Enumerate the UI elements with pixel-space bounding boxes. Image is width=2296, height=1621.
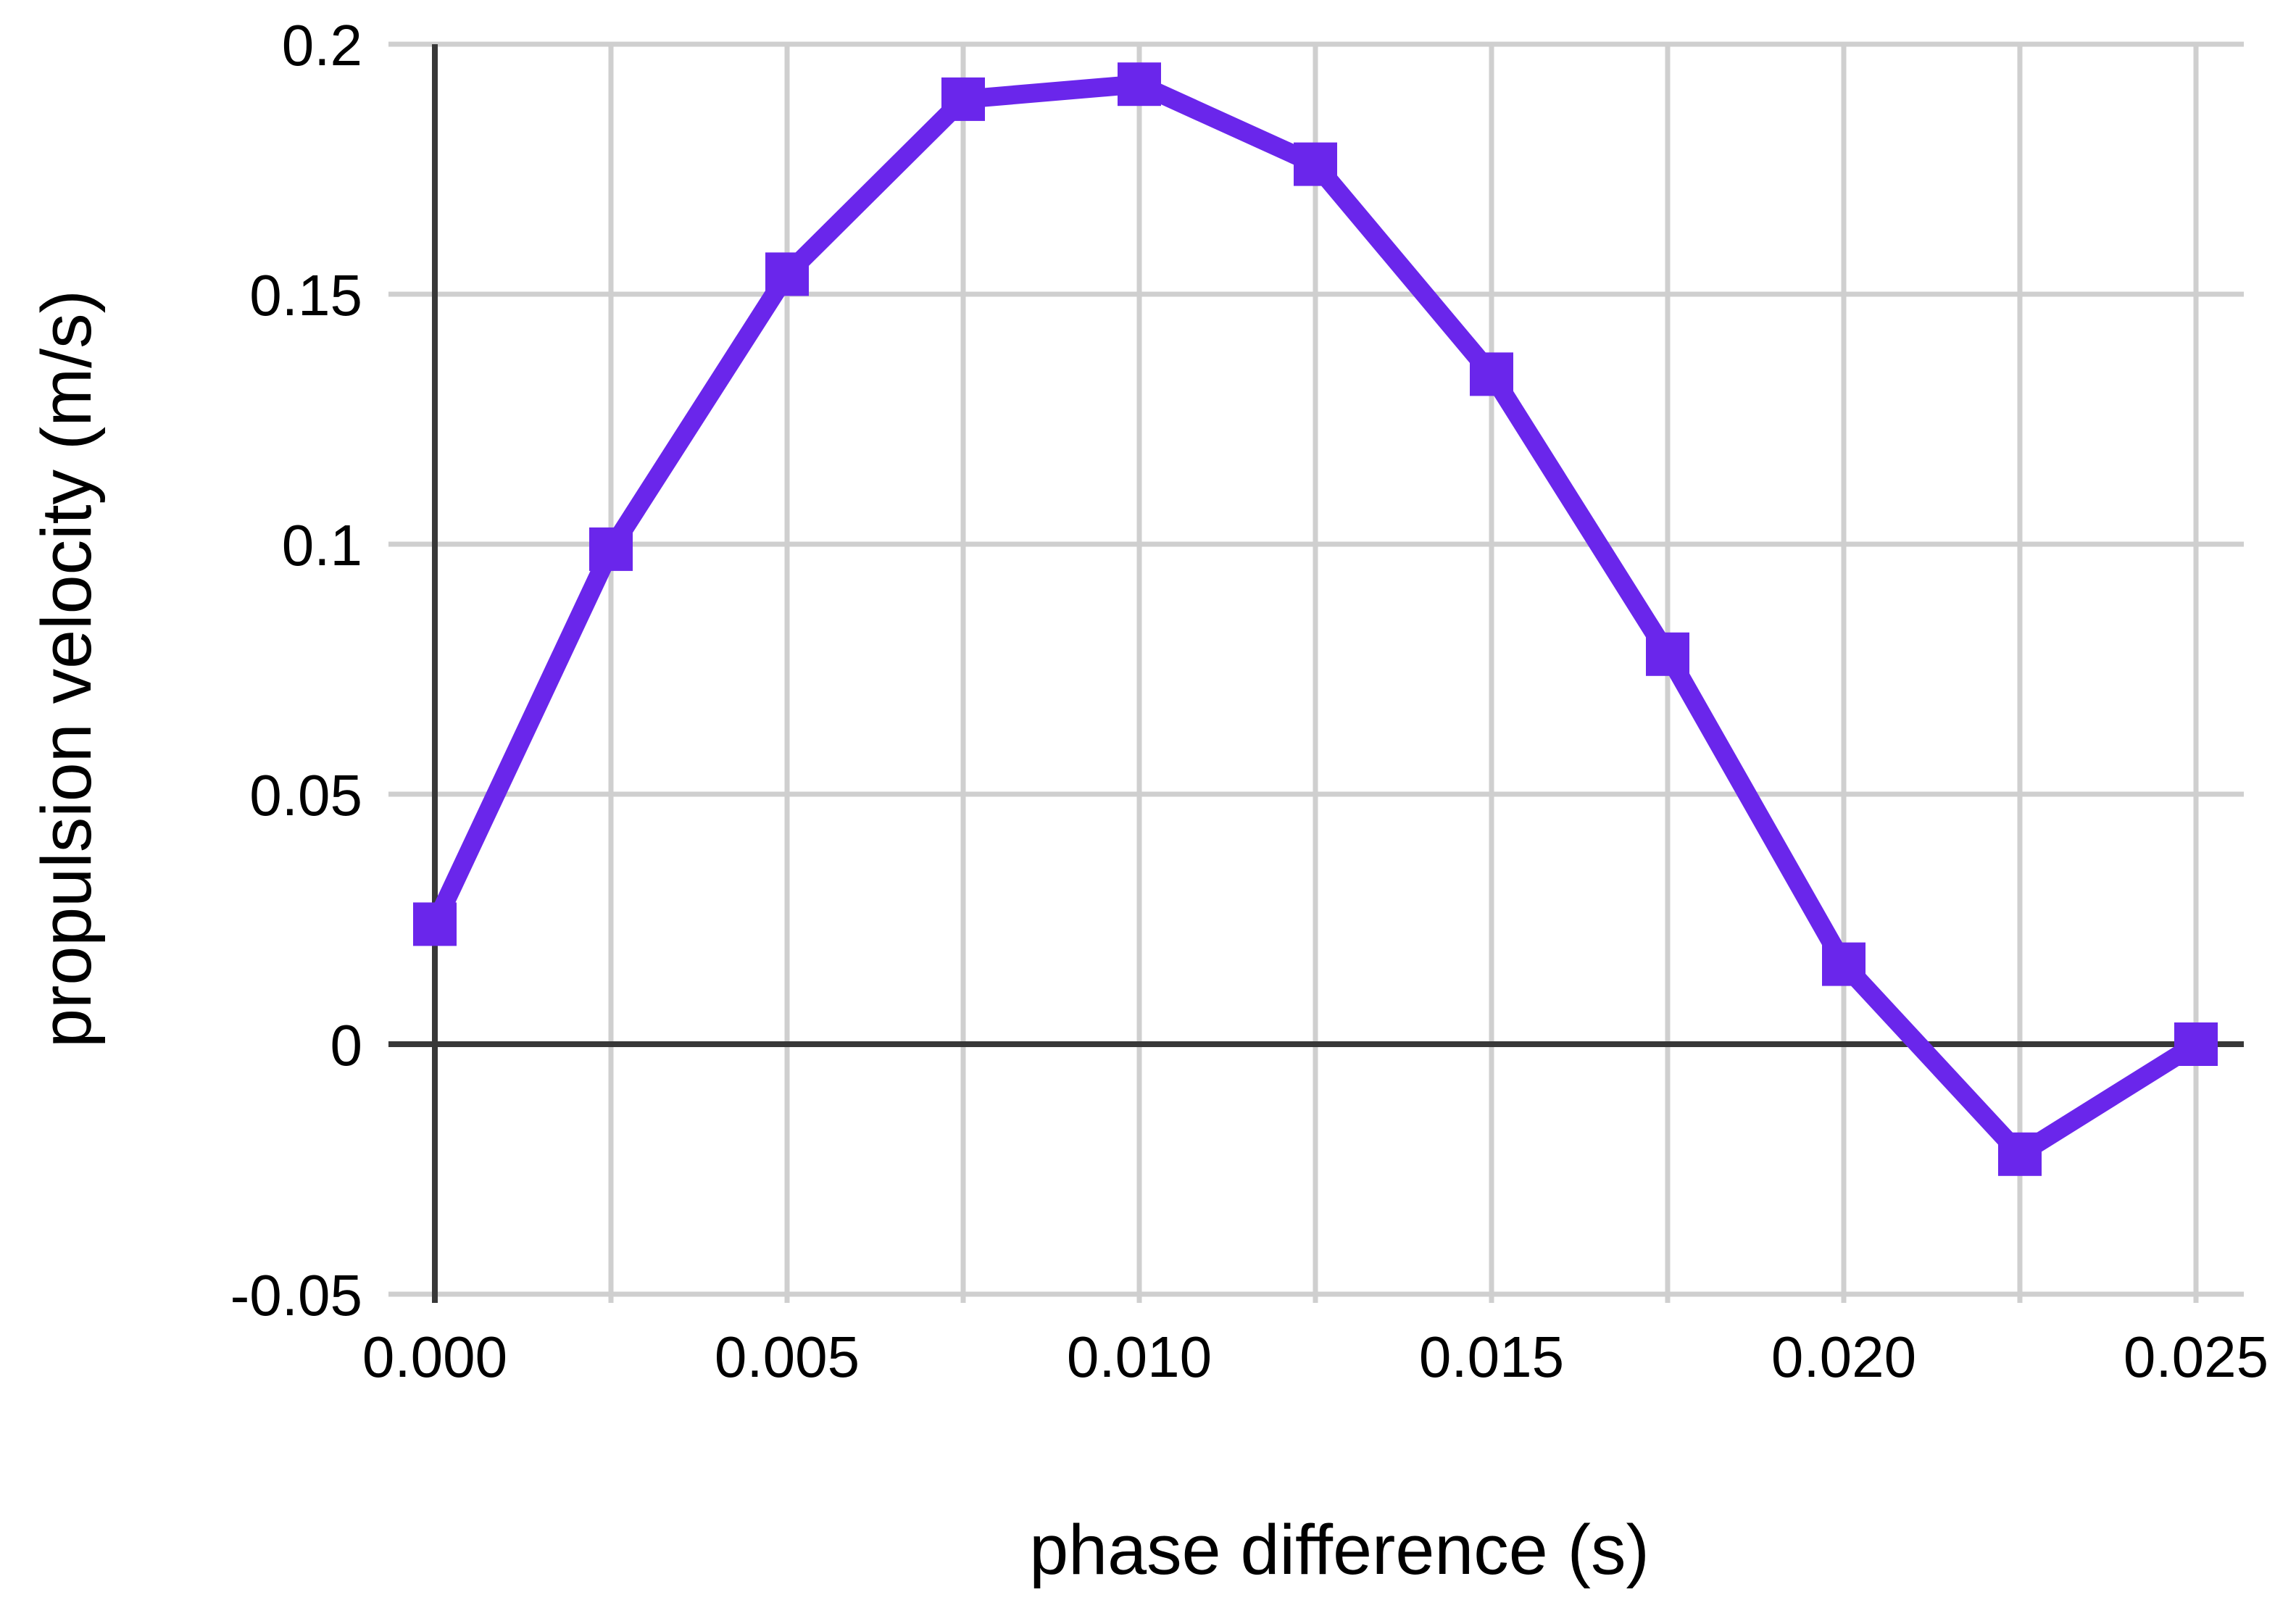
- gridlines-group: [388, 41, 2244, 1303]
- data-point-marker: [2174, 1022, 2218, 1066]
- y-tick-label: 0.2: [282, 13, 362, 78]
- data-point-marker: [1998, 1132, 2042, 1176]
- y-axis-title: propulsion velocity (m/s): [27, 290, 106, 1048]
- tick-labels-group: -0.05 0 0.05 0.1 0.15 0.2 0.000 0.005 0.010 0.015…: [230, 13, 2268, 1389]
- data-point-marker: [1822, 942, 1865, 986]
- x-tick-label: 0.005: [715, 1325, 860, 1389]
- x-axis-title: phase difference (s): [1029, 1510, 1650, 1589]
- y-tick-label: 0.1: [282, 513, 362, 578]
- x-tick-label: 0.020: [1771, 1325, 1916, 1389]
- data-point-marker: [1646, 632, 1689, 676]
- series-group: [413, 62, 2218, 1176]
- x-tick-label: 0.015: [1419, 1325, 1564, 1389]
- data-point-marker: [413, 902, 457, 946]
- data-point-marker: [1118, 62, 1161, 107]
- y-tick-label: 0: [330, 1013, 363, 1078]
- axes-group: [388, 44, 2244, 1303]
- y-tick-label: 0.05: [249, 763, 362, 828]
- x-tick-label: 0.010: [1067, 1325, 1212, 1389]
- x-tick-label: 0.025: [2124, 1325, 2268, 1389]
- data-point-marker: [765, 252, 809, 296]
- data-point-marker: [1470, 352, 1513, 396]
- data-point-marker: [589, 527, 633, 571]
- data-point-marker: [1294, 142, 1337, 186]
- y-tick-label: 0.15: [249, 263, 362, 328]
- data-point-marker: [941, 77, 985, 121]
- x-tick-label: 0.000: [362, 1325, 507, 1389]
- y-tick-label: -0.05: [230, 1263, 362, 1328]
